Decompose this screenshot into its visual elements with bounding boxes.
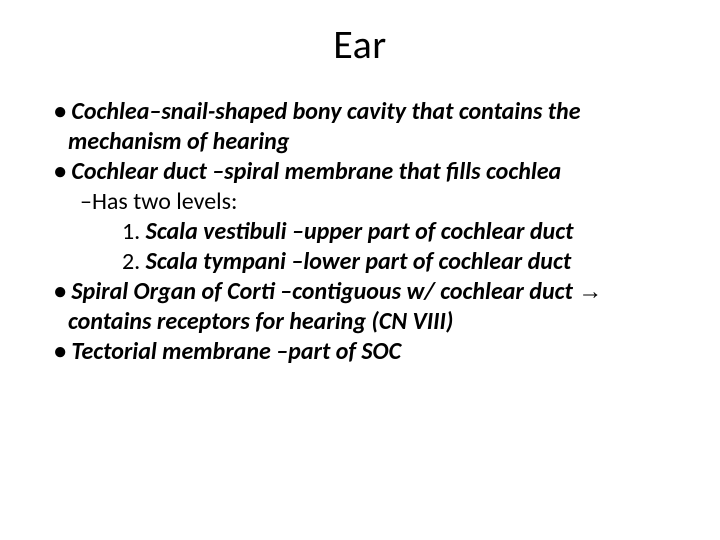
term-cochlear-duct: Cochlear duct — [71, 157, 212, 186]
bullet-spiral-organ: • Spiral Organ of Corti –contiguous w/ c… — [50, 277, 670, 337]
bullet-cochlea: • Cochlea–snail-shaped bony cavity that … — [50, 97, 670, 157]
bullet-cochlear-duct: • Cochlear duct –spiral membrane that fi… — [50, 157, 670, 187]
bullet-marker-icon: • — [54, 157, 71, 186]
def-tectorial-membrane: –part of SOC — [276, 337, 401, 366]
arrow-right-icon: → — [578, 278, 602, 305]
bullet-marker-icon: • — [54, 337, 71, 366]
number-1: 1. — [122, 217, 146, 246]
dash-icon: – — [80, 187, 92, 216]
def-cochlear-duct: –spiral membrane that fills cochlea — [212, 157, 561, 186]
term-scala-vestibuli: Scala vestibuli — [146, 217, 292, 246]
def-scala-vestibuli: –upper part of cochlear duct — [292, 217, 573, 246]
numbered-scala-tympani: 2. Scala tympani –lower part of cochlear… — [50, 247, 670, 277]
term-tectorial-membrane: Tectorial membrane — [71, 337, 276, 366]
number-2: 2. — [122, 247, 146, 276]
slide-title: Ear — [50, 20, 670, 69]
def-spiral-organ-1: –contiguous w/ cochlear duct — [280, 277, 578, 306]
term-cochlea: Cochlea — [71, 97, 149, 126]
numbered-scala-vestibuli: 1. Scala vestibuli –upper part of cochle… — [50, 217, 670, 247]
text-two-levels: Has two levels: — [92, 187, 238, 216]
term-spiral-organ: Spiral Organ of Corti — [71, 277, 280, 306]
bullet-tectorial-membrane: • Tectorial membrane –part of SOC — [50, 337, 670, 367]
term-scala-tympani: Scala tympani — [146, 247, 292, 276]
slide-body: • Cochlea–snail-shaped bony cavity that … — [50, 97, 670, 367]
def-spiral-organ-2: contains receptors for hearing (CN VIII) — [68, 307, 453, 336]
bullet-marker-icon: • — [54, 277, 71, 306]
bullet-marker-icon: • — [54, 97, 71, 126]
subbullet-two-levels: –Has two levels: — [50, 187, 670, 217]
def-scala-tympani: –lower part of cochlear duct — [291, 247, 571, 276]
slide: Ear • Cochlea–snail-shaped bony cavity t… — [0, 0, 720, 540]
